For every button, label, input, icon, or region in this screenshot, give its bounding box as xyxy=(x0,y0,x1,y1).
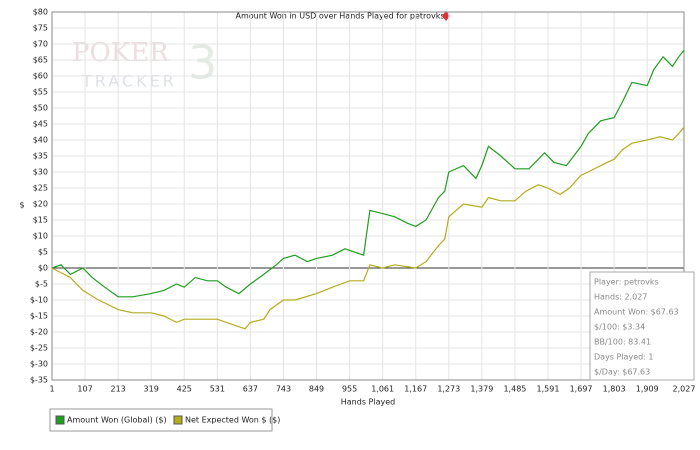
x-tick-label: 1 xyxy=(49,385,54,394)
legend-swatch xyxy=(55,415,65,425)
y-tick-label: $65 xyxy=(33,56,48,65)
x-tick-label: 1,697 xyxy=(570,385,593,394)
y-tick-label: $15 xyxy=(33,216,48,225)
x-tick-label: 531 xyxy=(210,385,225,394)
stats-line: $/Day: $67.63 xyxy=(594,368,650,377)
x-tick-label: 955 xyxy=(342,385,357,394)
y-tick-label: $-30 xyxy=(30,360,48,369)
x-tick-label: 107 xyxy=(77,385,92,394)
stats-line: Hands: 2,027 xyxy=(594,293,647,302)
legend-label: Amount Won (Global) ($) xyxy=(67,416,167,425)
x-axis-label: Hands Played xyxy=(341,398,395,407)
series-line xyxy=(51,126,685,330)
y-tick-label: $50 xyxy=(33,104,48,113)
x-tick-label: 1,485 xyxy=(503,385,526,394)
y-axis-label: $ xyxy=(19,201,24,210)
y-tick-label: $80 xyxy=(33,8,48,17)
y-tick-label: $10 xyxy=(33,232,48,241)
x-tick-label: 1,591 xyxy=(537,385,560,394)
y-tick-label: $55 xyxy=(33,88,48,97)
stats-line: Player: petrovks xyxy=(594,278,659,287)
title-icon xyxy=(442,11,450,21)
y-tick-label: $-10 xyxy=(30,296,48,305)
stats-line: Days Played: 1 xyxy=(594,353,654,362)
x-tick-label: 743 xyxy=(276,385,291,394)
legend-swatch xyxy=(173,415,183,425)
x-tick-label: 2,027 xyxy=(673,385,696,394)
y-tick-label: $45 xyxy=(33,120,48,129)
stats-box xyxy=(589,271,695,381)
y-tick-label: $-35 xyxy=(30,376,48,385)
y-tick-label: $35 xyxy=(33,152,48,161)
logo-text: TRACKER xyxy=(81,72,177,91)
logo-text: POKER xyxy=(72,38,170,68)
y-tick-label: $60 xyxy=(33,72,48,81)
y-tick-label: $30 xyxy=(33,168,48,177)
y-tick-label: $70 xyxy=(33,40,48,49)
series-line xyxy=(51,50,685,298)
x-tick-label: 1,167 xyxy=(404,385,427,394)
y-tick-label: $25 xyxy=(33,184,48,193)
y-tick-label: $-20 xyxy=(30,328,48,337)
x-tick-label: 1,061 xyxy=(371,385,394,394)
y-tick-label: $75 xyxy=(33,24,48,33)
plot-frame xyxy=(51,11,685,381)
x-tick-label: 1,803 xyxy=(603,385,626,394)
legend-frame xyxy=(49,408,273,432)
x-tick-label: 637 xyxy=(243,385,258,394)
x-tick-label: 1,379 xyxy=(470,385,493,394)
stats-line: Amount Won: $67.63 xyxy=(594,308,679,317)
x-tick-label: 849 xyxy=(309,385,324,394)
chart-title: Amount Won in USD over Hands Played for … xyxy=(235,12,444,21)
x-tick-label: 1,273 xyxy=(437,385,460,394)
y-tick-label: $0 xyxy=(38,264,48,273)
legend-label: Net Expected Won $ ($) xyxy=(185,416,280,425)
stats-line: BB/100: 83.41 xyxy=(594,338,651,347)
x-tick-label: 1,909 xyxy=(636,385,659,394)
x-tick-label: 319 xyxy=(144,385,159,394)
y-tick-label: $-25 xyxy=(30,344,48,353)
y-tick-label: $20 xyxy=(33,200,48,209)
y-tick-label: $5 xyxy=(38,248,48,257)
y-tick-label: $40 xyxy=(33,136,48,145)
y-tick-label: $-15 xyxy=(30,312,48,321)
x-tick-label: 425 xyxy=(177,385,192,394)
stats-line: $/100: $3.34 xyxy=(594,323,645,332)
x-tick-label: 213 xyxy=(110,385,125,394)
y-tick-label: $-5 xyxy=(35,280,48,289)
